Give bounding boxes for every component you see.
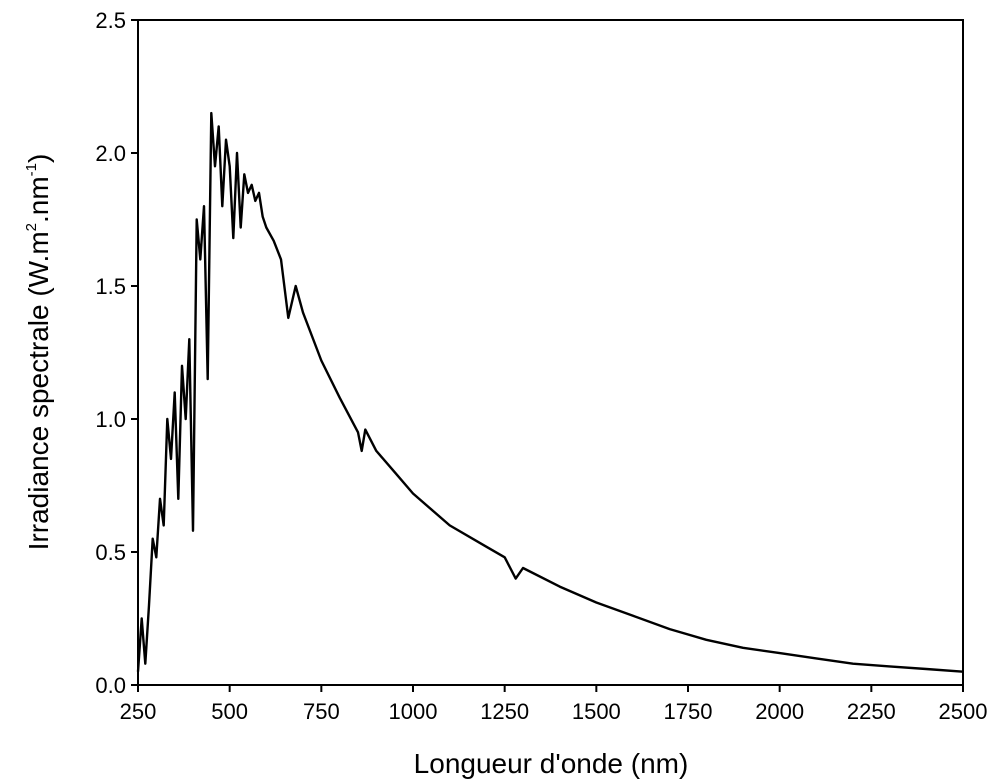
y-axis-title-sup2: -1 <box>23 163 40 176</box>
x-axis-ticks: 250 500 750 1000 1250 1500 1750 2000 2250 2500 <box>120 685 988 724</box>
y-axis-title-main: Irradiance spectrale (W.m <box>23 231 54 550</box>
plot-frame <box>137 19 964 686</box>
x-tick-label: 1250 <box>480 699 529 724</box>
y-tick-label: 2.5 <box>95 8 126 33</box>
y-tick-label: 1.0 <box>95 407 126 432</box>
y-axis-title-sup1: 2 <box>23 223 40 231</box>
x-tick-label: 1750 <box>664 699 713 724</box>
y-axis-title: Irradiance spectrale (W.m2.nm-1) <box>23 154 54 551</box>
x-tick-label: 2500 <box>939 699 988 724</box>
y-tick-label: 0.5 <box>95 540 126 565</box>
x-tick-label: 2000 <box>755 699 804 724</box>
y-tick-label: 2.0 <box>95 141 126 166</box>
x-tick-label: 750 <box>303 699 340 724</box>
y-axis-ticks: 0.0 0.5 1.0 1.5 2.0 2.5 <box>95 8 138 698</box>
x-tick-label: 500 <box>211 699 248 724</box>
y-tick-label: 1.5 <box>95 274 126 299</box>
y-axis-title-end: ) <box>23 154 54 163</box>
x-tick-label: 1000 <box>389 699 438 724</box>
series-line <box>136 111 964 673</box>
y-tick-label: 0.0 <box>95 673 126 698</box>
x-tick-label: 1500 <box>572 699 621 724</box>
y-axis-title-mid: .nm <box>23 176 54 223</box>
x-tick-label: 2250 <box>847 699 896 724</box>
x-axis-title: Longueur d'onde (nm) <box>414 748 689 779</box>
x-tick-label: 250 <box>120 699 157 724</box>
